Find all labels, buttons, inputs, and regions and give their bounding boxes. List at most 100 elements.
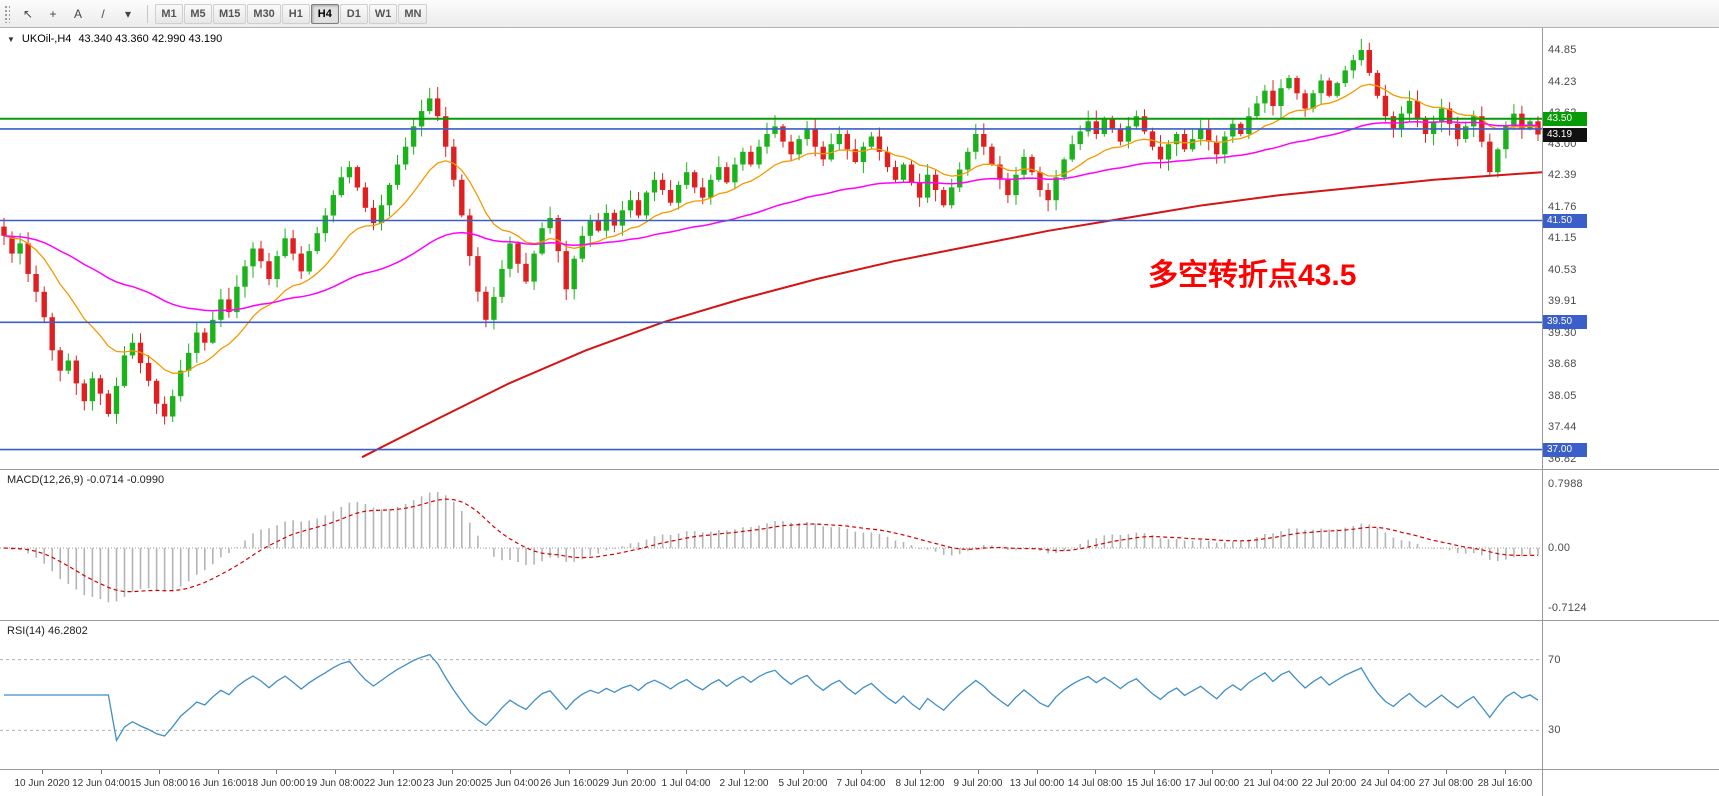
candlestick-svg[interactable] xyxy=(0,28,1542,469)
time-tick xyxy=(1212,770,1213,774)
time-label: 19 Jun 08:00 xyxy=(306,778,364,789)
timeframe-m15-button[interactable]: M15 xyxy=(213,3,247,24)
timeframes-group: M1 M5 M15 M30 H1 H4 D1 W1 MN xyxy=(155,3,428,24)
macd-chart[interactable]: MACD(12,26,9) -0.0714 -0.0990 xyxy=(0,470,1542,620)
time-tick xyxy=(1154,770,1155,774)
price-axis-label: 40.53 xyxy=(1548,263,1577,276)
timeframe-w1-button[interactable]: W1 xyxy=(368,3,398,24)
rsi-scale[interactable]: 70 30 xyxy=(1542,621,1719,769)
text-label-icon[interactable]: A xyxy=(73,6,82,21)
time-tick xyxy=(861,770,862,774)
price-badge: 37.00 xyxy=(1543,442,1587,457)
crosshair-icon[interactable]: + xyxy=(49,6,57,21)
time-label: 27 Jul 08:00 xyxy=(1418,778,1474,789)
time-tick xyxy=(1329,770,1330,774)
time-label: 15 Jul 16:00 xyxy=(1126,778,1182,789)
time-tick xyxy=(1271,770,1272,774)
time-label: 7 Jul 04:00 xyxy=(836,778,886,789)
macd-scale-label: 0.7988 xyxy=(1548,478,1583,490)
time-tick xyxy=(1505,770,1506,774)
time-label: 18 Jun 00:00 xyxy=(247,778,305,789)
time-tick xyxy=(1037,770,1038,774)
rsi-label: RSI(14) 46.2802 xyxy=(7,625,88,637)
time-axis[interactable]: 10 Jun 2020 12 Jun 04:00 15 Jun 08:00 16 Ju… xyxy=(0,769,1719,796)
drawing-tools-group: ↖ + A / ▾ xyxy=(16,3,140,25)
rsi-svg[interactable] xyxy=(0,621,1542,769)
time-label: 2 Jul 12:00 xyxy=(719,778,769,789)
toolbar-grip[interactable] xyxy=(4,4,10,23)
time-tick xyxy=(101,770,102,774)
time-tick xyxy=(978,770,979,774)
timeframe-m30-button[interactable]: M30 xyxy=(247,3,281,24)
time-label: 5 Jul 20:00 xyxy=(778,778,828,789)
chart-title: ▼ UKOil-,H4 43.340 43.360 42.990 43.190 xyxy=(7,33,222,45)
rsi-level-label: 30 xyxy=(1548,724,1561,737)
trendline-icon[interactable]: / xyxy=(101,6,105,21)
time-label: 10 Jun 2020 xyxy=(14,778,70,789)
time-label: 9 Jul 20:00 xyxy=(953,778,1003,789)
price-axis-label: 41.76 xyxy=(1548,201,1577,214)
price-badge: 39.50 xyxy=(1543,315,1587,330)
rsi-level-label: 70 xyxy=(1548,653,1561,666)
time-label: 15 Jun 08:00 xyxy=(130,778,188,789)
time-label: 21 Jul 04:00 xyxy=(1243,778,1299,789)
axis-corner xyxy=(1542,770,1719,796)
price-axis-label: 39.91 xyxy=(1548,295,1577,308)
toolbar-separator xyxy=(147,4,148,23)
time-label: 26 Jun 16:00 xyxy=(540,778,598,789)
time-tick xyxy=(627,770,628,774)
rsi-panel: RSI(14) 46.2802 70 30 xyxy=(0,620,1719,769)
price-axis-label: 39.30 xyxy=(1548,326,1577,339)
rsi-chart[interactable]: RSI(14) 46.2802 xyxy=(0,621,1542,769)
macd-scale-label: 0.00 xyxy=(1548,542,1571,554)
time-label: 17 Jul 00:00 xyxy=(1184,778,1240,789)
macd-svg[interactable] xyxy=(0,470,1542,620)
time-label: 24 Jul 04:00 xyxy=(1360,778,1416,789)
time-label: 23 Jun 20:00 xyxy=(423,778,481,789)
price-axis-label: 37.44 xyxy=(1548,421,1577,434)
time-label: 12 Jun 04:00 xyxy=(72,778,130,789)
time-tick xyxy=(159,770,160,774)
time-tick xyxy=(744,770,745,774)
timeframe-d1-button[interactable]: D1 xyxy=(339,3,368,24)
macd-panel: MACD(12,26,9) -0.0714 -0.0990 0.7988 0.00… xyxy=(0,469,1719,620)
price-axis-label: 44.23 xyxy=(1548,75,1577,88)
price-axis-label: 38.68 xyxy=(1548,358,1577,371)
collapse-icon[interactable]: ▼ xyxy=(7,34,15,44)
timeframe-m5-button[interactable]: M5 xyxy=(184,3,212,24)
price-badge: 43.50 xyxy=(1543,111,1587,126)
time-tick xyxy=(803,770,804,774)
time-label: 22 Jun 12:00 xyxy=(364,778,422,789)
timeframe-h4-button[interactable]: H4 xyxy=(310,3,339,24)
time-tick xyxy=(452,770,453,774)
timeframe-mn-button[interactable]: MN xyxy=(398,3,428,24)
price-scale[interactable]: 44.8544.2343.6243.0042.3941.7641.1540.53… xyxy=(1542,28,1719,469)
candlestick-chart[interactable]: ▼ UKOil-,H4 43.340 43.360 42.990 43.190 … xyxy=(0,28,1542,469)
macd-scale-label: -0.7124 xyxy=(1548,602,1587,614)
price-chart-panel: ▼ UKOil-,H4 43.340 43.360 42.990 43.190 … xyxy=(0,28,1719,469)
timeframe-m1-button[interactable]: M1 xyxy=(155,3,183,24)
macd-scale[interactable]: 0.7988 0.00 -0.7124 xyxy=(1542,470,1719,620)
time-tick xyxy=(920,770,921,774)
time-tick xyxy=(393,770,394,774)
time-tick xyxy=(1388,770,1389,774)
timeframe-h1-button[interactable]: H1 xyxy=(281,3,310,24)
time-tick xyxy=(218,770,219,774)
annotation-text: 多空转折点43.5 xyxy=(1148,259,1357,292)
price-axis-label: 38.05 xyxy=(1548,390,1577,403)
price-badge: 43.19 xyxy=(1543,127,1587,142)
time-label: 29 Jun 20:00 xyxy=(598,778,656,789)
pointer-icon[interactable]: ↖ xyxy=(22,6,34,21)
time-label: 22 Jul 20:00 xyxy=(1301,778,1357,789)
time-label: 8 Jul 12:00 xyxy=(895,778,945,789)
macd-label: MACD(12,26,9) -0.0714 -0.0990 xyxy=(7,474,165,486)
time-tick xyxy=(510,770,511,774)
price-badge: 41.50 xyxy=(1543,213,1587,228)
draw-tools-dropdown-icon[interactable]: ▾ xyxy=(124,6,132,21)
ohlc-values: 43.340 43.360 42.990 43.190 xyxy=(78,33,223,45)
time-tick xyxy=(1446,770,1447,774)
time-tick xyxy=(686,770,687,774)
time-label: 28 Jul 16:00 xyxy=(1477,778,1533,789)
time-label: 1 Jul 04:00 xyxy=(661,778,711,789)
